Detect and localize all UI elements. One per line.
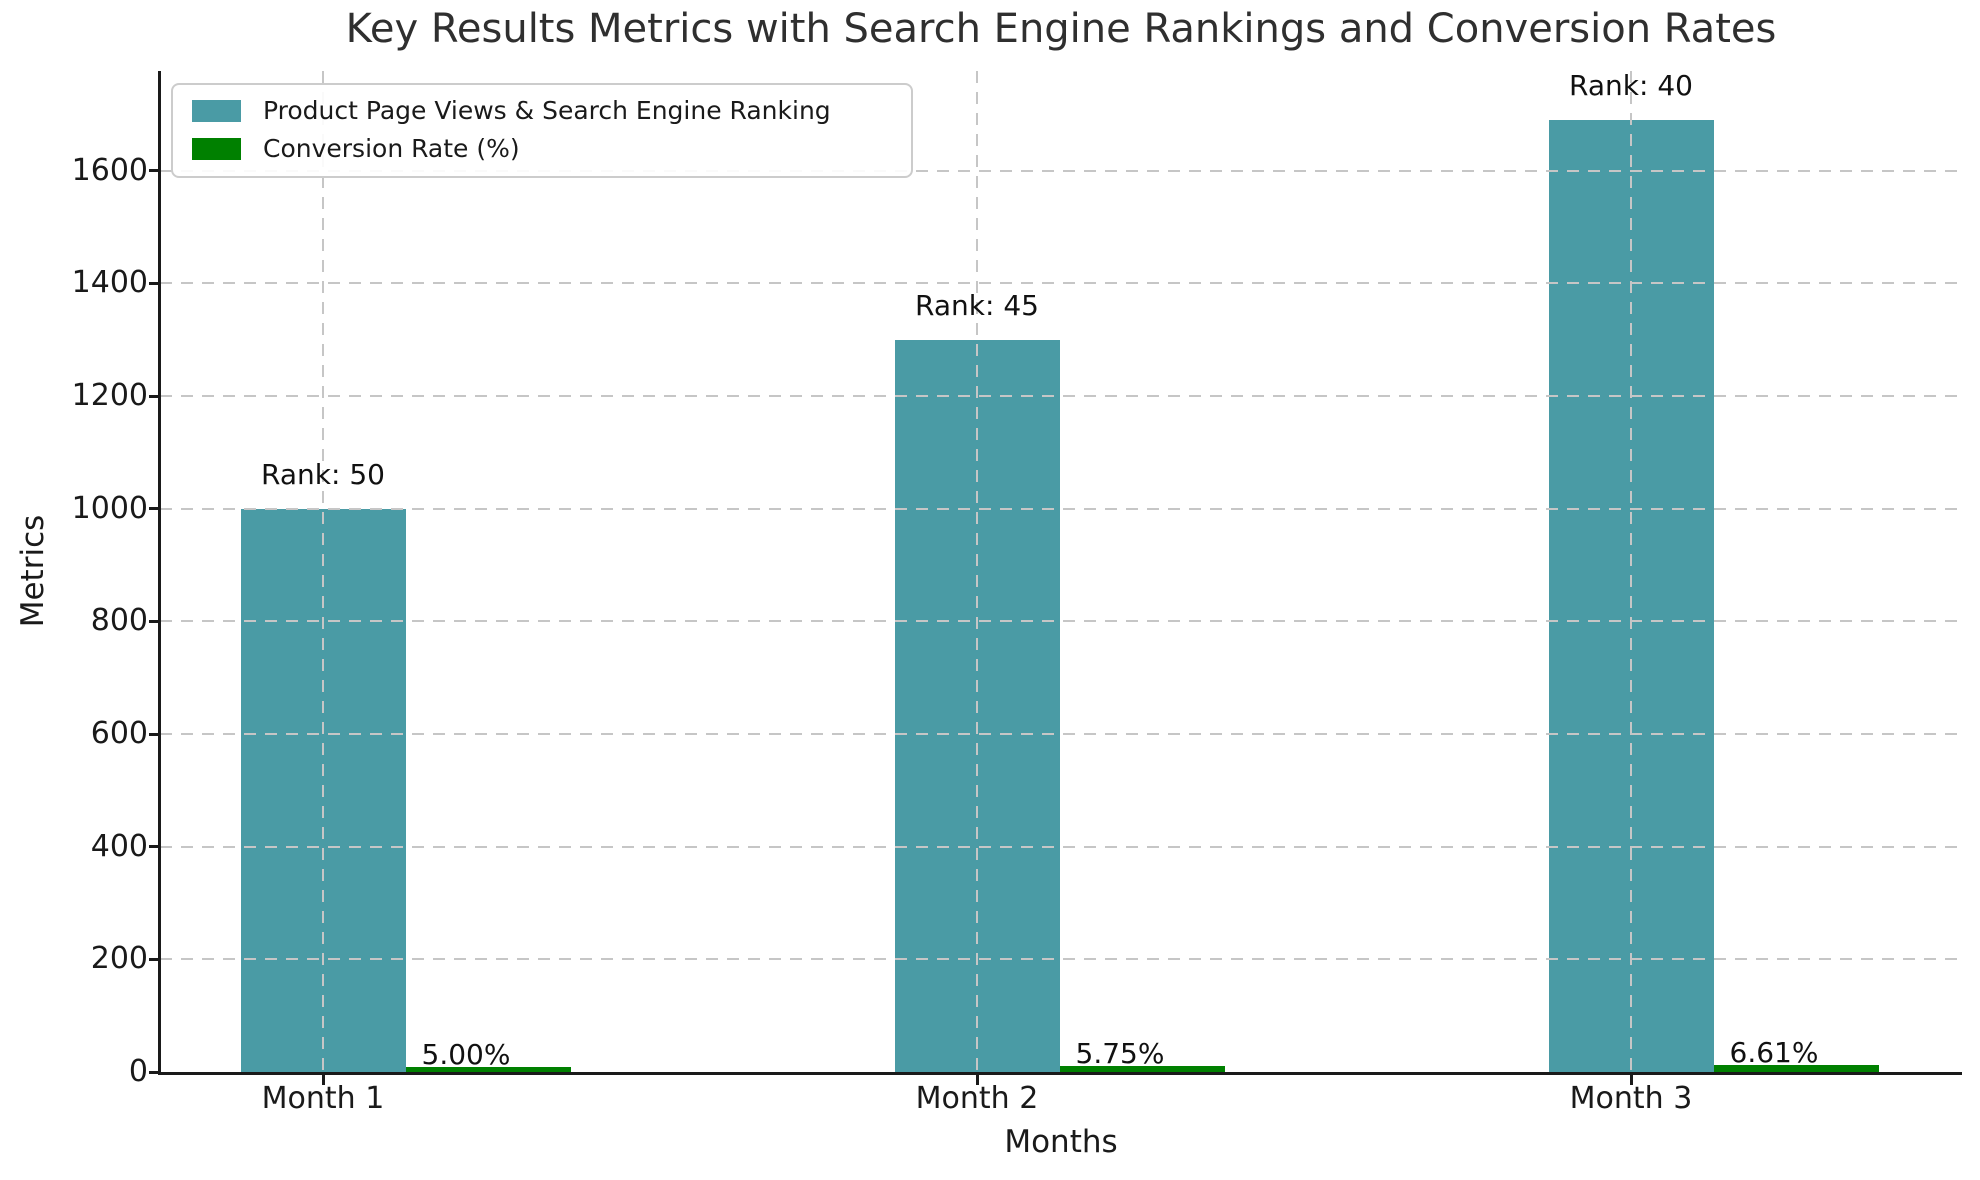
y-gridline (160, 620, 1962, 623)
x-tick-label: Month 1 (261, 1081, 385, 1116)
rank-annotation: Rank: 45 (915, 288, 1039, 322)
x-gridline (322, 71, 324, 1072)
y-gridline (160, 845, 1962, 848)
conversion-rate-bar (1713, 1065, 1879, 1072)
conversion-rate-bar (405, 1067, 571, 1072)
conversion-rate-annotation: 5.00% (421, 1038, 511, 1071)
y-tick-label: 800 (90, 603, 148, 639)
y-tick (149, 394, 161, 398)
y-tick-label: 1600 (71, 152, 148, 188)
legend-label: Product Page Views & Search Engine Ranki… (263, 96, 831, 125)
y-gridline (160, 282, 1962, 285)
rank-annotation: Rank: 50 (261, 457, 385, 491)
y-axis-spine (158, 71, 161, 1075)
y-tick (149, 619, 161, 623)
y-tick (149, 957, 161, 961)
y-tick (149, 732, 161, 736)
y-tick-label: 1200 (71, 378, 148, 414)
conversion-rate-annotation: 5.75% (1075, 1037, 1165, 1070)
x-tick (1629, 1075, 1633, 1085)
x-tick-label: Month 3 (1569, 1081, 1693, 1116)
y-tick-label: 1400 (71, 265, 148, 301)
y-tick-label: 0 (128, 1054, 148, 1089)
y-gridline (160, 507, 1962, 510)
x-tick-label: Month 2 (915, 1081, 1039, 1116)
x-tick (975, 1075, 979, 1085)
y-tick (149, 507, 161, 511)
conversion-rate-swatch-icon (192, 137, 241, 160)
y-tick (149, 845, 161, 849)
y-tick-label: 200 (90, 941, 148, 977)
y-gridline (160, 958, 1962, 961)
legend: Product Page Views & Search Engine Ranki… (171, 83, 913, 178)
legend-item-page-views: Product Page Views & Search Engine Ranki… (192, 96, 911, 125)
y-gridline (160, 169, 1962, 172)
y-tick (149, 281, 161, 285)
y-tick (149, 169, 161, 173)
x-axis-spine (158, 1072, 1962, 1075)
legend-label: Conversion Rate (%) (263, 134, 520, 163)
y-axis-label: Metrics (15, 514, 51, 628)
chart-title: Key Results Metrics with Search Engine R… (345, 6, 1777, 52)
y-gridline (160, 733, 1962, 735)
conversion-rate-annotation: 6.61% (1729, 1036, 1819, 1069)
x-axis-label: Months (1004, 1124, 1118, 1160)
y-tick-label: 1000 (71, 490, 148, 526)
x-gridline (1630, 71, 1632, 1072)
x-tick (321, 1075, 325, 1085)
y-gridline (160, 395, 1962, 398)
legend-item-conversion-rate: Conversion Rate (%) (192, 134, 911, 163)
y-tick-label: 400 (90, 828, 148, 864)
rank-annotation: Rank: 40 (1569, 69, 1693, 102)
page-views-swatch-icon (192, 99, 241, 122)
y-tick (149, 1070, 161, 1074)
x-gridline (976, 71, 978, 1072)
conversion-rate-bar (1059, 1066, 1225, 1072)
y-tick-label: 600 (90, 716, 148, 751)
